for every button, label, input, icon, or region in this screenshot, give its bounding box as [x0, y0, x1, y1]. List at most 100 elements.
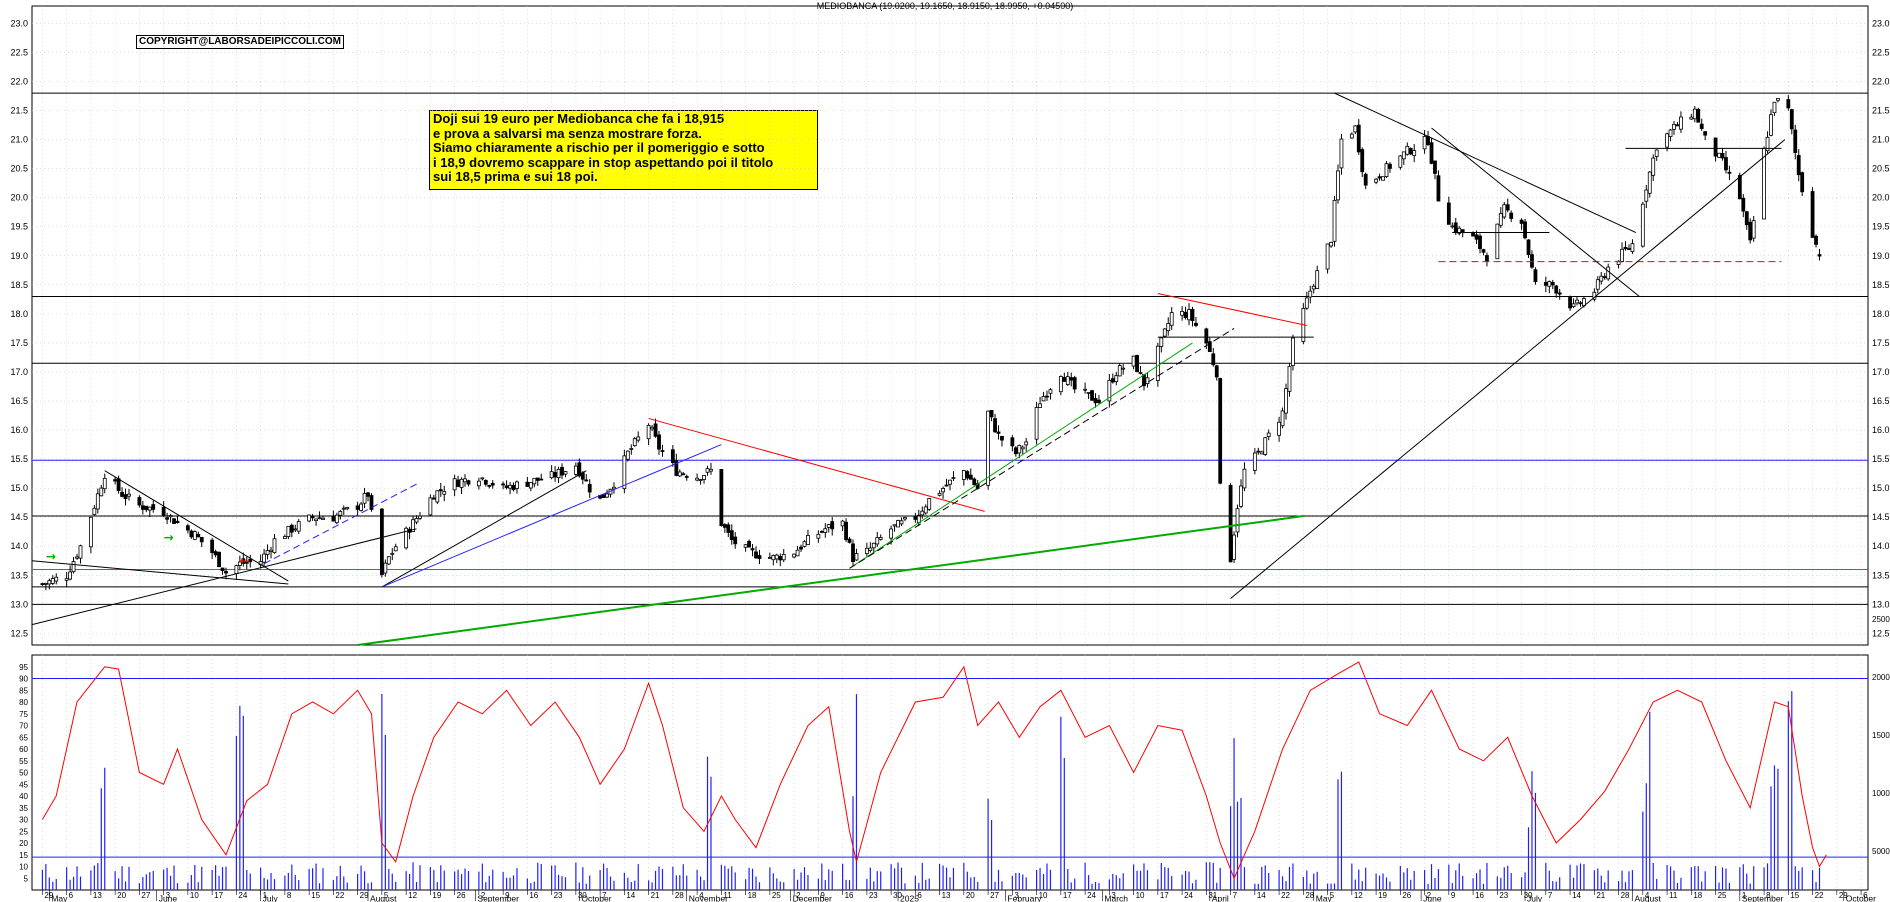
- candle-body: [345, 506, 350, 510]
- candle-body: [1242, 468, 1247, 489]
- candle-body: [123, 494, 128, 500]
- day-label: 30: [578, 891, 587, 900]
- candle-body: [972, 478, 977, 486]
- oscillator-panel-border: [31, 654, 1869, 891]
- annotation-line: i 18,9 dovremo scappare in stop aspettan…: [433, 154, 774, 170]
- candle-body: [1218, 378, 1223, 484]
- candle-body: [1457, 227, 1462, 234]
- trendline: [849, 342, 1193, 569]
- candle-body: [1602, 276, 1607, 279]
- candle-body: [1523, 221, 1527, 239]
- candle-body: [750, 548, 755, 551]
- day-label: 20: [117, 891, 126, 900]
- candle-body: [296, 521, 301, 532]
- month-label: September: [477, 894, 519, 902]
- day-label: 1: [1742, 891, 1747, 900]
- month-label: February: [1007, 894, 1042, 902]
- candle-body: [612, 486, 616, 490]
- candle-body: [1533, 269, 1538, 283]
- candle-body: [1388, 163, 1392, 169]
- candle-body: [681, 473, 686, 476]
- trendline: [104, 470, 289, 582]
- candle-body: [161, 506, 166, 516]
- oscillator-tick-label: 70: [19, 722, 28, 731]
- candle-body: [1599, 275, 1604, 282]
- candle-body: [1398, 155, 1403, 168]
- price-tick-label-right: 16.5: [1872, 396, 1890, 406]
- candle-body: [927, 498, 932, 510]
- price-tick-label-right: 13.5: [1872, 570, 1890, 580]
- candle-body: [636, 436, 641, 441]
- candle-body: [355, 505, 360, 510]
- candle-body: [1623, 246, 1628, 250]
- candle-body: [459, 478, 464, 488]
- candle-body: [1800, 172, 1805, 193]
- candle-body: [463, 478, 467, 483]
- day-label: 13: [93, 891, 102, 900]
- candle-body: [1679, 116, 1683, 130]
- arrow-markers: → → ←: [46, 531, 250, 568]
- month-label: November: [689, 894, 728, 902]
- volume-tick-label: 20000: [1872, 673, 1890, 682]
- candle-body: [601, 494, 606, 498]
- candle-body: [1325, 243, 1330, 270]
- candle-body: [95, 493, 100, 510]
- candle-body: [1360, 149, 1365, 173]
- day-label: 14: [1257, 891, 1266, 900]
- price-tick-label-left: 15.0: [10, 483, 28, 493]
- candle-body: [1644, 189, 1649, 202]
- oscillator-tick-label: 75: [19, 710, 28, 719]
- month-label: December: [793, 894, 832, 902]
- candle-body: [826, 524, 831, 528]
- oscillator-tick-label: 25: [19, 827, 28, 836]
- candle-body: [1349, 133, 1354, 139]
- candle-body: [1720, 152, 1725, 159]
- candle-body: [1789, 109, 1794, 130]
- candle-body: [553, 472, 557, 478]
- candle-body: [1474, 234, 1479, 240]
- candle-body: [1097, 399, 1101, 403]
- candle-body: [293, 528, 298, 531]
- candle-body: [272, 538, 277, 554]
- candle-body: [1713, 137, 1718, 157]
- candle-body: [1654, 149, 1659, 157]
- oscillator-tick-label: 55: [19, 757, 28, 766]
- price-tick-label-left: 14.5: [10, 512, 28, 522]
- day-label: 27: [990, 891, 999, 900]
- candle-body: [1180, 311, 1184, 316]
- oscillator-tick-label: 35: [19, 804, 28, 813]
- candle-body: [1166, 323, 1171, 332]
- candle-body: [504, 485, 509, 489]
- candle-body: [1308, 290, 1313, 298]
- candle-body: [1530, 254, 1534, 268]
- candle-body: [1155, 345, 1160, 381]
- candle-body: [192, 531, 197, 540]
- candle-body: [362, 493, 367, 504]
- month-label: 2025: [900, 894, 919, 902]
- day-label: 10: [190, 891, 199, 900]
- price-tick-label-left: 20.5: [10, 164, 28, 174]
- candle-body: [709, 468, 713, 472]
- candle-body: [1557, 292, 1562, 295]
- day-label: 2: [1427, 891, 1432, 900]
- price-tick-label-left: 13.0: [10, 599, 28, 609]
- candle-body: [1776, 98, 1780, 101]
- oscillator-tick-label: 10: [19, 863, 28, 872]
- candle-body: [1332, 199, 1337, 242]
- oscillator-panel: 5 10 15 20 25 30 35 40 45 50 55 60 65 70 75 80 85 90 95 500…: [19, 615, 1890, 890]
- day-label: 9: [1451, 891, 1456, 900]
- candle-body: [657, 434, 661, 450]
- candle-body: [71, 561, 76, 573]
- day-label: 8: [287, 891, 292, 900]
- oscillator-tick-label: 40: [19, 792, 28, 801]
- candle-body: [1256, 450, 1261, 453]
- month-label: April: [1212, 894, 1229, 902]
- day-label: 2: [796, 891, 801, 900]
- candle-body: [1207, 341, 1212, 353]
- candle-body: [1000, 436, 1004, 441]
- candle-body: [871, 542, 876, 549]
- candle-body: [1620, 248, 1624, 262]
- candle-body: [816, 533, 821, 539]
- candle-body: [1640, 203, 1645, 247]
